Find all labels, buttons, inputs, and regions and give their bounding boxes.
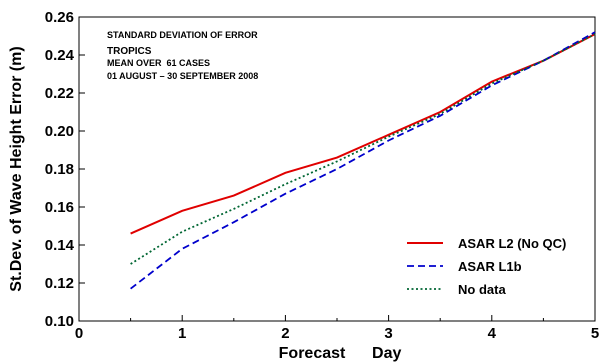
y-tick-label: 0.18 <box>45 161 74 178</box>
x-tick-label: 2 <box>281 325 289 342</box>
y-tick-label: 0.12 <box>45 275 74 292</box>
x-tick-label: 1 <box>178 325 186 342</box>
x-axis-title: Forecast Day <box>279 345 402 362</box>
y-tick-label: 0.20 <box>45 123 74 140</box>
y-tick-label: 0.10 <box>45 313 74 330</box>
x-tick-label: 4 <box>488 325 497 342</box>
annotation-std-dev: STANDARD DEVIATION OF ERROR <box>107 30 258 40</box>
y-tick-label: 0.16 <box>45 199 74 216</box>
annotation-period: 01 AUGUST – 30 SEPTEMBER 2008 <box>107 71 258 81</box>
x-tick-label: 3 <box>384 325 392 342</box>
y-tick-label: 0.24 <box>45 47 75 64</box>
legend-label-asar-l2: ASAR L2 (No QC) <box>458 236 566 251</box>
x-axis-ticks: 0 1 2 3 4 5 <box>75 315 599 342</box>
series-lines <box>130 31 596 290</box>
series-line-no-data <box>130 33 596 265</box>
legend-label-asar-l1b: ASAR L1b <box>458 259 522 274</box>
y-tick-label: 0.22 <box>45 85 74 102</box>
legend: ASAR L2 (No QC) ASAR L1b No data <box>407 236 566 297</box>
y-axis-title: St.Dev. of Wave Height Error (m) <box>8 46 25 291</box>
y-tick-label: 0.26 <box>45 9 74 26</box>
y-tick-label: 0.14 <box>45 237 75 254</box>
legend-label-no-data: No data <box>458 282 506 297</box>
annotation-region: TROPICS <box>107 46 152 57</box>
x-tick-label: 5 <box>591 325 599 342</box>
annotation-cases: MEAN OVER 61 CASES <box>107 58 210 68</box>
y-axis-ticks: 0.10 0.12 0.14 0.16 0.18 0.20 0.22 0.24 0.26 <box>45 9 85 330</box>
x-tick-label: 0 <box>75 325 83 342</box>
